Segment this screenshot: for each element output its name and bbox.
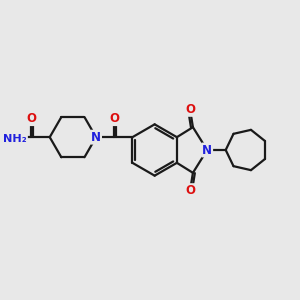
Text: O: O [109,112,119,125]
Text: NH₂: NH₂ [3,134,27,144]
Text: O: O [26,112,36,125]
Text: N: N [202,143,212,157]
Text: N: N [91,131,101,144]
Text: O: O [185,103,195,116]
Text: O: O [185,184,195,197]
